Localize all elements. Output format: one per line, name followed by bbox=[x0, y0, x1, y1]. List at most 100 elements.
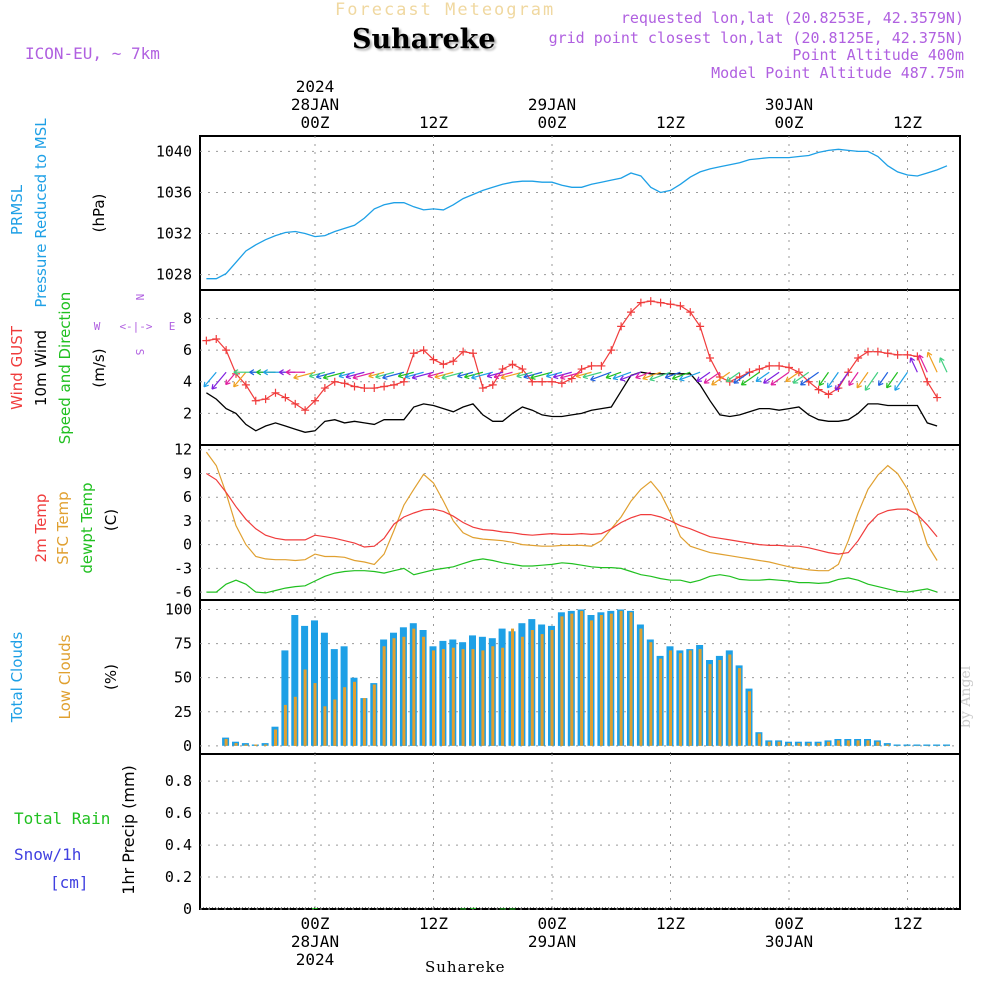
low-cloud-bar bbox=[876, 741, 880, 746]
wind-direction-arrowhead bbox=[411, 373, 418, 380]
time-label-bottom: 12Z bbox=[893, 914, 922, 933]
wind-direction-arrowhead bbox=[725, 376, 732, 382]
y-label-low-clouds: Low Clouds bbox=[56, 634, 74, 719]
wind-gust-marker bbox=[597, 361, 606, 370]
time-label-top: 12Z bbox=[419, 113, 448, 132]
wind-direction-arrow bbox=[582, 371, 602, 378]
y-tick-label: 0 bbox=[183, 900, 192, 918]
y-tick-label: 0.8 bbox=[165, 772, 192, 790]
low-cloud-bar bbox=[254, 744, 258, 746]
rain-bar bbox=[460, 908, 467, 910]
low-cloud-bar bbox=[807, 743, 811, 746]
low-cloud-bar bbox=[629, 612, 633, 746]
footer-station-name: Suhareke bbox=[425, 958, 506, 976]
low-cloud-bar bbox=[362, 698, 366, 746]
wind-direction-arrow bbox=[886, 371, 899, 389]
wind-gust-marker bbox=[301, 406, 310, 415]
wind-direction-arrowhead bbox=[918, 354, 924, 361]
low-cloud-bar bbox=[461, 649, 465, 746]
wind-direction-arrow bbox=[293, 371, 316, 379]
wind-direction-arrow bbox=[770, 371, 790, 386]
wind-direction-arrowhead bbox=[770, 380, 777, 386]
wind-direction-arrowhead bbox=[530, 373, 536, 380]
temp-2m-line bbox=[206, 472, 938, 555]
y-label-dewpt-temp: dewpt Temp bbox=[78, 482, 96, 573]
wind-gust-marker bbox=[449, 357, 458, 366]
wind-direction-arrow bbox=[575, 371, 592, 377]
wind-gust-marker bbox=[587, 361, 596, 370]
low-cloud-bar bbox=[846, 740, 850, 746]
wind-direction-arrow bbox=[894, 371, 908, 391]
low-cloud-bar bbox=[777, 741, 781, 746]
wind-direction-arrow bbox=[848, 371, 859, 386]
wind-direction-arrowhead bbox=[848, 380, 854, 386]
wind-gust-marker bbox=[390, 380, 398, 389]
wind-gust-marker bbox=[656, 298, 665, 307]
time-label-bottom: 00Z bbox=[538, 914, 567, 933]
wind-gust-marker bbox=[617, 322, 626, 331]
wind-direction-arrow bbox=[457, 371, 474, 377]
low-cloud-bar bbox=[323, 706, 327, 746]
wind-gust-marker bbox=[676, 301, 685, 310]
y-tick-label: 3 bbox=[183, 512, 192, 530]
low-cloud-bar bbox=[432, 650, 435, 746]
wind-direction-arrowhead bbox=[559, 373, 566, 380]
rain-bar bbox=[509, 908, 516, 910]
low-cloud-bar bbox=[471, 649, 475, 746]
y-label-wind-gust: Wind GUST bbox=[8, 325, 26, 410]
wind-gust-marker bbox=[567, 374, 576, 383]
y-label-sfc-temp: SFC Temp bbox=[54, 491, 72, 564]
wind-direction-arrowhead bbox=[864, 385, 871, 391]
total-cloud-bar bbox=[261, 743, 269, 746]
low-cloud-bar bbox=[738, 668, 742, 746]
wind-direction-arrowhead bbox=[590, 375, 596, 382]
total-cloud-bar bbox=[291, 615, 299, 746]
wind-direction-arrowhead bbox=[203, 381, 209, 388]
wind-direction-arrowhead bbox=[605, 373, 612, 380]
wind-direction-arrow bbox=[703, 371, 721, 384]
wind-direction-arrow bbox=[323, 371, 345, 379]
time-label-top: 2024 bbox=[296, 77, 335, 96]
y-tick-label: 50 bbox=[174, 669, 192, 687]
low-cloud-bar bbox=[530, 630, 534, 746]
wind-direction-arrow bbox=[211, 371, 227, 390]
wind-direction-arrow bbox=[203, 371, 217, 388]
y-tick-label: -6 bbox=[174, 583, 192, 601]
wind-direction-arrow bbox=[500, 371, 523, 379]
panel-frame bbox=[199, 135, 961, 291]
wind-direction-arrow bbox=[368, 371, 385, 377]
wind-gust-marker bbox=[923, 377, 932, 386]
wind-direction-arrow bbox=[316, 371, 335, 378]
wind-direction-arrow bbox=[352, 371, 375, 379]
wind-direction-arrow bbox=[679, 371, 701, 381]
wind-direction-arrowhead bbox=[338, 372, 344, 379]
point-altitude: Point Altitude 400m bbox=[792, 46, 964, 64]
y-tick-label: 6 bbox=[183, 341, 192, 359]
wind-direction-arrowhead bbox=[352, 373, 358, 380]
wind-direction-arrow bbox=[225, 371, 237, 385]
y-tick-label: 0 bbox=[183, 737, 192, 755]
wind-direction-arrow bbox=[471, 371, 493, 379]
wind-direction-arrowhead bbox=[308, 372, 315, 379]
y-tick-label: 1032 bbox=[156, 225, 192, 243]
low-cloud-bar bbox=[590, 620, 593, 746]
wind-direction-arrowhead bbox=[856, 382, 862, 389]
wind-direction-arrowhead bbox=[711, 380, 717, 386]
low-cloud-bar bbox=[244, 744, 248, 746]
wind-direction-arrowhead bbox=[457, 372, 463, 379]
wind-direction-arrow bbox=[726, 371, 740, 382]
low-cloud-bar bbox=[353, 681, 356, 746]
wind-direction-arrow bbox=[665, 371, 681, 379]
low-cloud-bar bbox=[491, 646, 495, 746]
wind-gust-marker bbox=[469, 349, 477, 358]
wind-direction-arrowhead bbox=[233, 369, 239, 376]
wind-gust-marker bbox=[755, 365, 764, 374]
wind-direction-arrowhead bbox=[635, 373, 641, 380]
label-snow-1h: Snow/1h bbox=[14, 845, 81, 864]
wind-direction-arrowhead bbox=[285, 369, 291, 376]
wind-direction-arrowhead bbox=[516, 372, 522, 379]
sfc-temp-line bbox=[205, 451, 938, 572]
wind-direction-arrowhead bbox=[582, 373, 588, 380]
low-cloud-bar bbox=[708, 664, 712, 746]
time-label-bottom: 28JAN bbox=[291, 932, 339, 951]
